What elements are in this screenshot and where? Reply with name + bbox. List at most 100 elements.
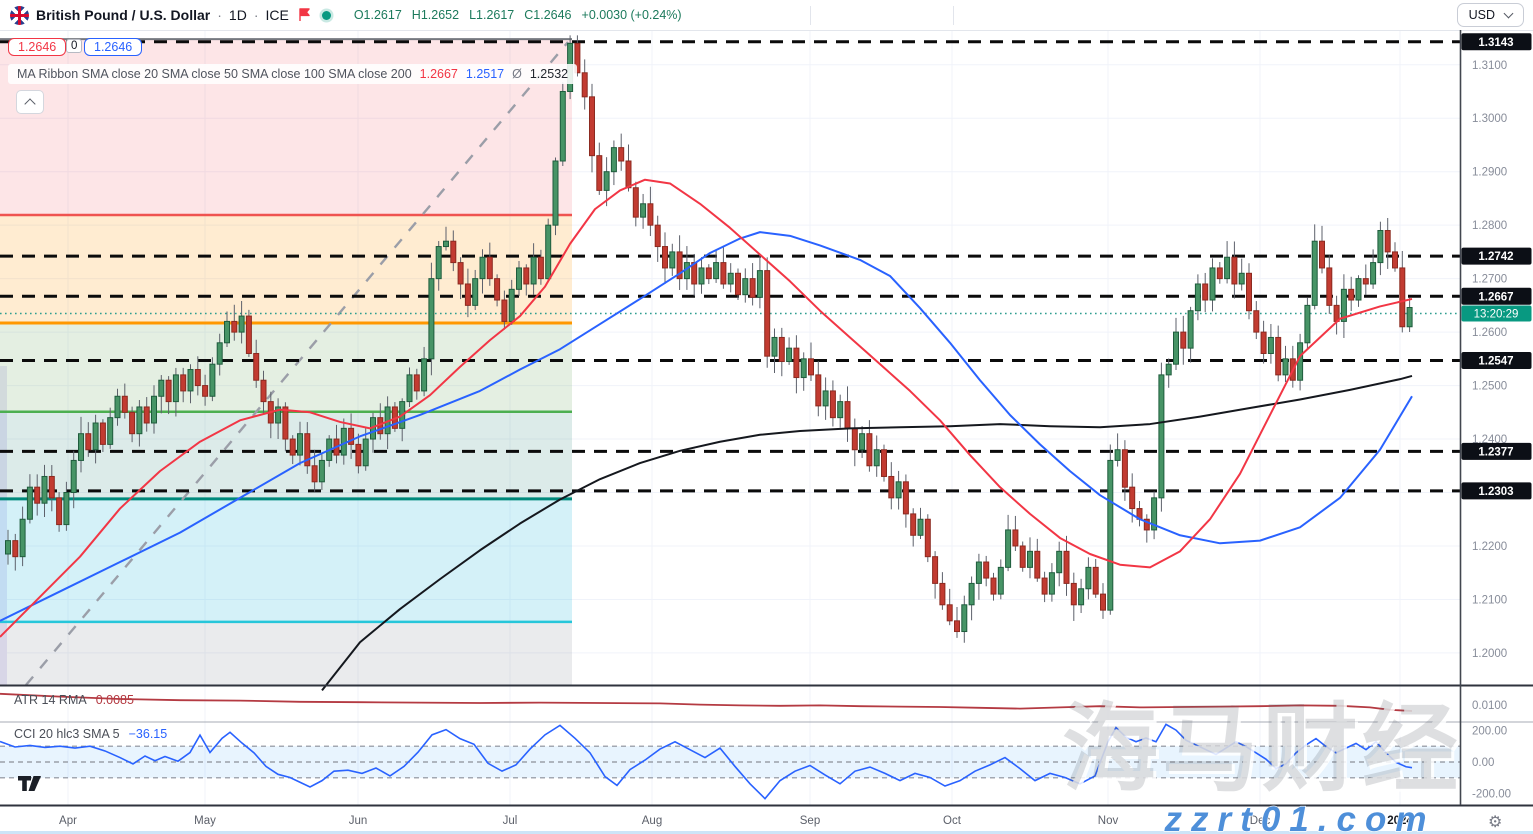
flag-bookmark-icon[interactable] xyxy=(299,8,311,22)
candle xyxy=(603,171,610,191)
candle xyxy=(479,256,486,280)
candle xyxy=(253,352,260,381)
fib-zero-label: 0 xyxy=(66,39,83,53)
candle xyxy=(501,299,508,322)
candle xyxy=(778,336,785,363)
svg-text:1.3100: 1.3100 xyxy=(1472,60,1507,72)
candle xyxy=(1107,459,1114,611)
candle xyxy=(983,561,990,579)
candle xyxy=(1282,358,1289,376)
candle xyxy=(151,395,157,424)
candle xyxy=(238,315,245,333)
candle xyxy=(968,582,975,606)
watermark-cjk: 海马财经 xyxy=(1062,696,1462,803)
time-axis-label: May xyxy=(194,815,216,827)
candle xyxy=(1151,497,1158,531)
currency-selector-button[interactable]: USD xyxy=(1456,3,1524,27)
atr-legend[interactable]: ATR 14 RMA 0.0085 xyxy=(14,693,134,707)
svg-text:1.3143: 1.3143 xyxy=(1478,37,1513,49)
candle xyxy=(822,390,829,407)
candle xyxy=(362,438,369,467)
symbol-title[interactable]: British Pound / U.S. Dollar xyxy=(36,7,211,23)
candle xyxy=(231,320,238,333)
candle xyxy=(486,256,493,280)
red-price-label[interactable]: 1.2646 xyxy=(8,38,67,56)
candle xyxy=(1143,518,1150,531)
blue-price-label[interactable]: 1.2646 xyxy=(84,38,143,56)
candle xyxy=(180,374,187,392)
svg-text:1.2100: 1.2100 xyxy=(1472,594,1507,606)
time-axis[interactable] xyxy=(0,805,1533,834)
candle xyxy=(530,256,537,285)
cci-legend[interactable]: CCI 20 hlc3 SMA 5 −36.15 xyxy=(14,727,167,741)
candle xyxy=(129,411,136,435)
svg-text:1.2377: 1.2377 xyxy=(1478,446,1513,458)
candle xyxy=(1238,272,1245,285)
candle xyxy=(574,42,581,74)
tradingview-logo[interactable] xyxy=(18,776,31,791)
candle xyxy=(537,256,544,280)
tradingview-logo[interactable] xyxy=(28,776,42,791)
candle xyxy=(355,443,362,467)
time-axis-label: Nov xyxy=(1098,815,1119,827)
market-status-dot xyxy=(321,10,331,20)
svg-text:-200.00: -200.00 xyxy=(1472,789,1511,801)
svg-text:1.2667: 1.2667 xyxy=(1478,291,1513,303)
candle xyxy=(793,347,800,379)
time-axis-label: Aug xyxy=(642,815,662,827)
candle xyxy=(1048,572,1055,595)
candle xyxy=(764,270,771,357)
candle xyxy=(1319,240,1325,269)
change-value: +0.0030 (+0.24%) xyxy=(581,8,682,22)
candle xyxy=(508,288,515,322)
candle xyxy=(647,203,654,226)
candle xyxy=(902,481,909,515)
candle xyxy=(523,267,530,285)
toolbar-divider xyxy=(810,6,811,25)
candle xyxy=(873,449,880,467)
candle xyxy=(428,278,435,360)
horizontal-levels[interactable] xyxy=(0,40,1460,493)
candle xyxy=(1355,278,1362,301)
candle xyxy=(1187,310,1194,349)
svg-text:1.2200: 1.2200 xyxy=(1472,541,1507,553)
candle xyxy=(1246,272,1252,312)
axis-settings-gear-icon[interactable]: ⚙ xyxy=(1488,814,1502,831)
candle xyxy=(304,433,311,467)
candle xyxy=(640,203,647,218)
candle xyxy=(1384,230,1391,253)
candle xyxy=(669,251,676,269)
dashed-trendline[interactable] xyxy=(25,41,569,686)
candle xyxy=(311,465,318,483)
svg-text:1.2500: 1.2500 xyxy=(1472,381,1507,393)
ma-ribbon-legend[interactable]: MA Ribbon SMA close 20 SMA close 50 SMA … xyxy=(8,64,578,84)
timeframe-label[interactable]: 1D xyxy=(228,7,247,23)
svg-text:1.2900: 1.2900 xyxy=(1472,167,1507,179)
candle xyxy=(19,518,26,558)
candle xyxy=(559,90,566,162)
candle xyxy=(494,278,501,301)
candle xyxy=(815,374,822,407)
exchange-label: ICE xyxy=(265,7,289,23)
candle xyxy=(12,540,19,558)
candle xyxy=(1063,550,1070,584)
candle xyxy=(1056,550,1063,574)
ma-ribbon-title: MA Ribbon SMA close 20 SMA close 50 SMA … xyxy=(17,67,412,81)
candle xyxy=(1362,278,1369,285)
candle xyxy=(1231,256,1238,285)
price-axis[interactable] xyxy=(1460,30,1533,805)
legend-collapse-button[interactable] xyxy=(16,90,44,114)
svg-text:1.2800: 1.2800 xyxy=(1472,220,1507,232)
candle xyxy=(348,427,355,445)
candle xyxy=(143,406,150,424)
toolbar: British Pound / U.S. Dollar · 1D · ICE O… xyxy=(0,0,1533,30)
candle xyxy=(1005,529,1012,568)
candle xyxy=(1370,262,1377,285)
candle xyxy=(5,540,11,555)
candle xyxy=(866,433,873,467)
candle xyxy=(756,270,763,298)
candle xyxy=(289,438,296,456)
cci-line xyxy=(0,723,1413,800)
